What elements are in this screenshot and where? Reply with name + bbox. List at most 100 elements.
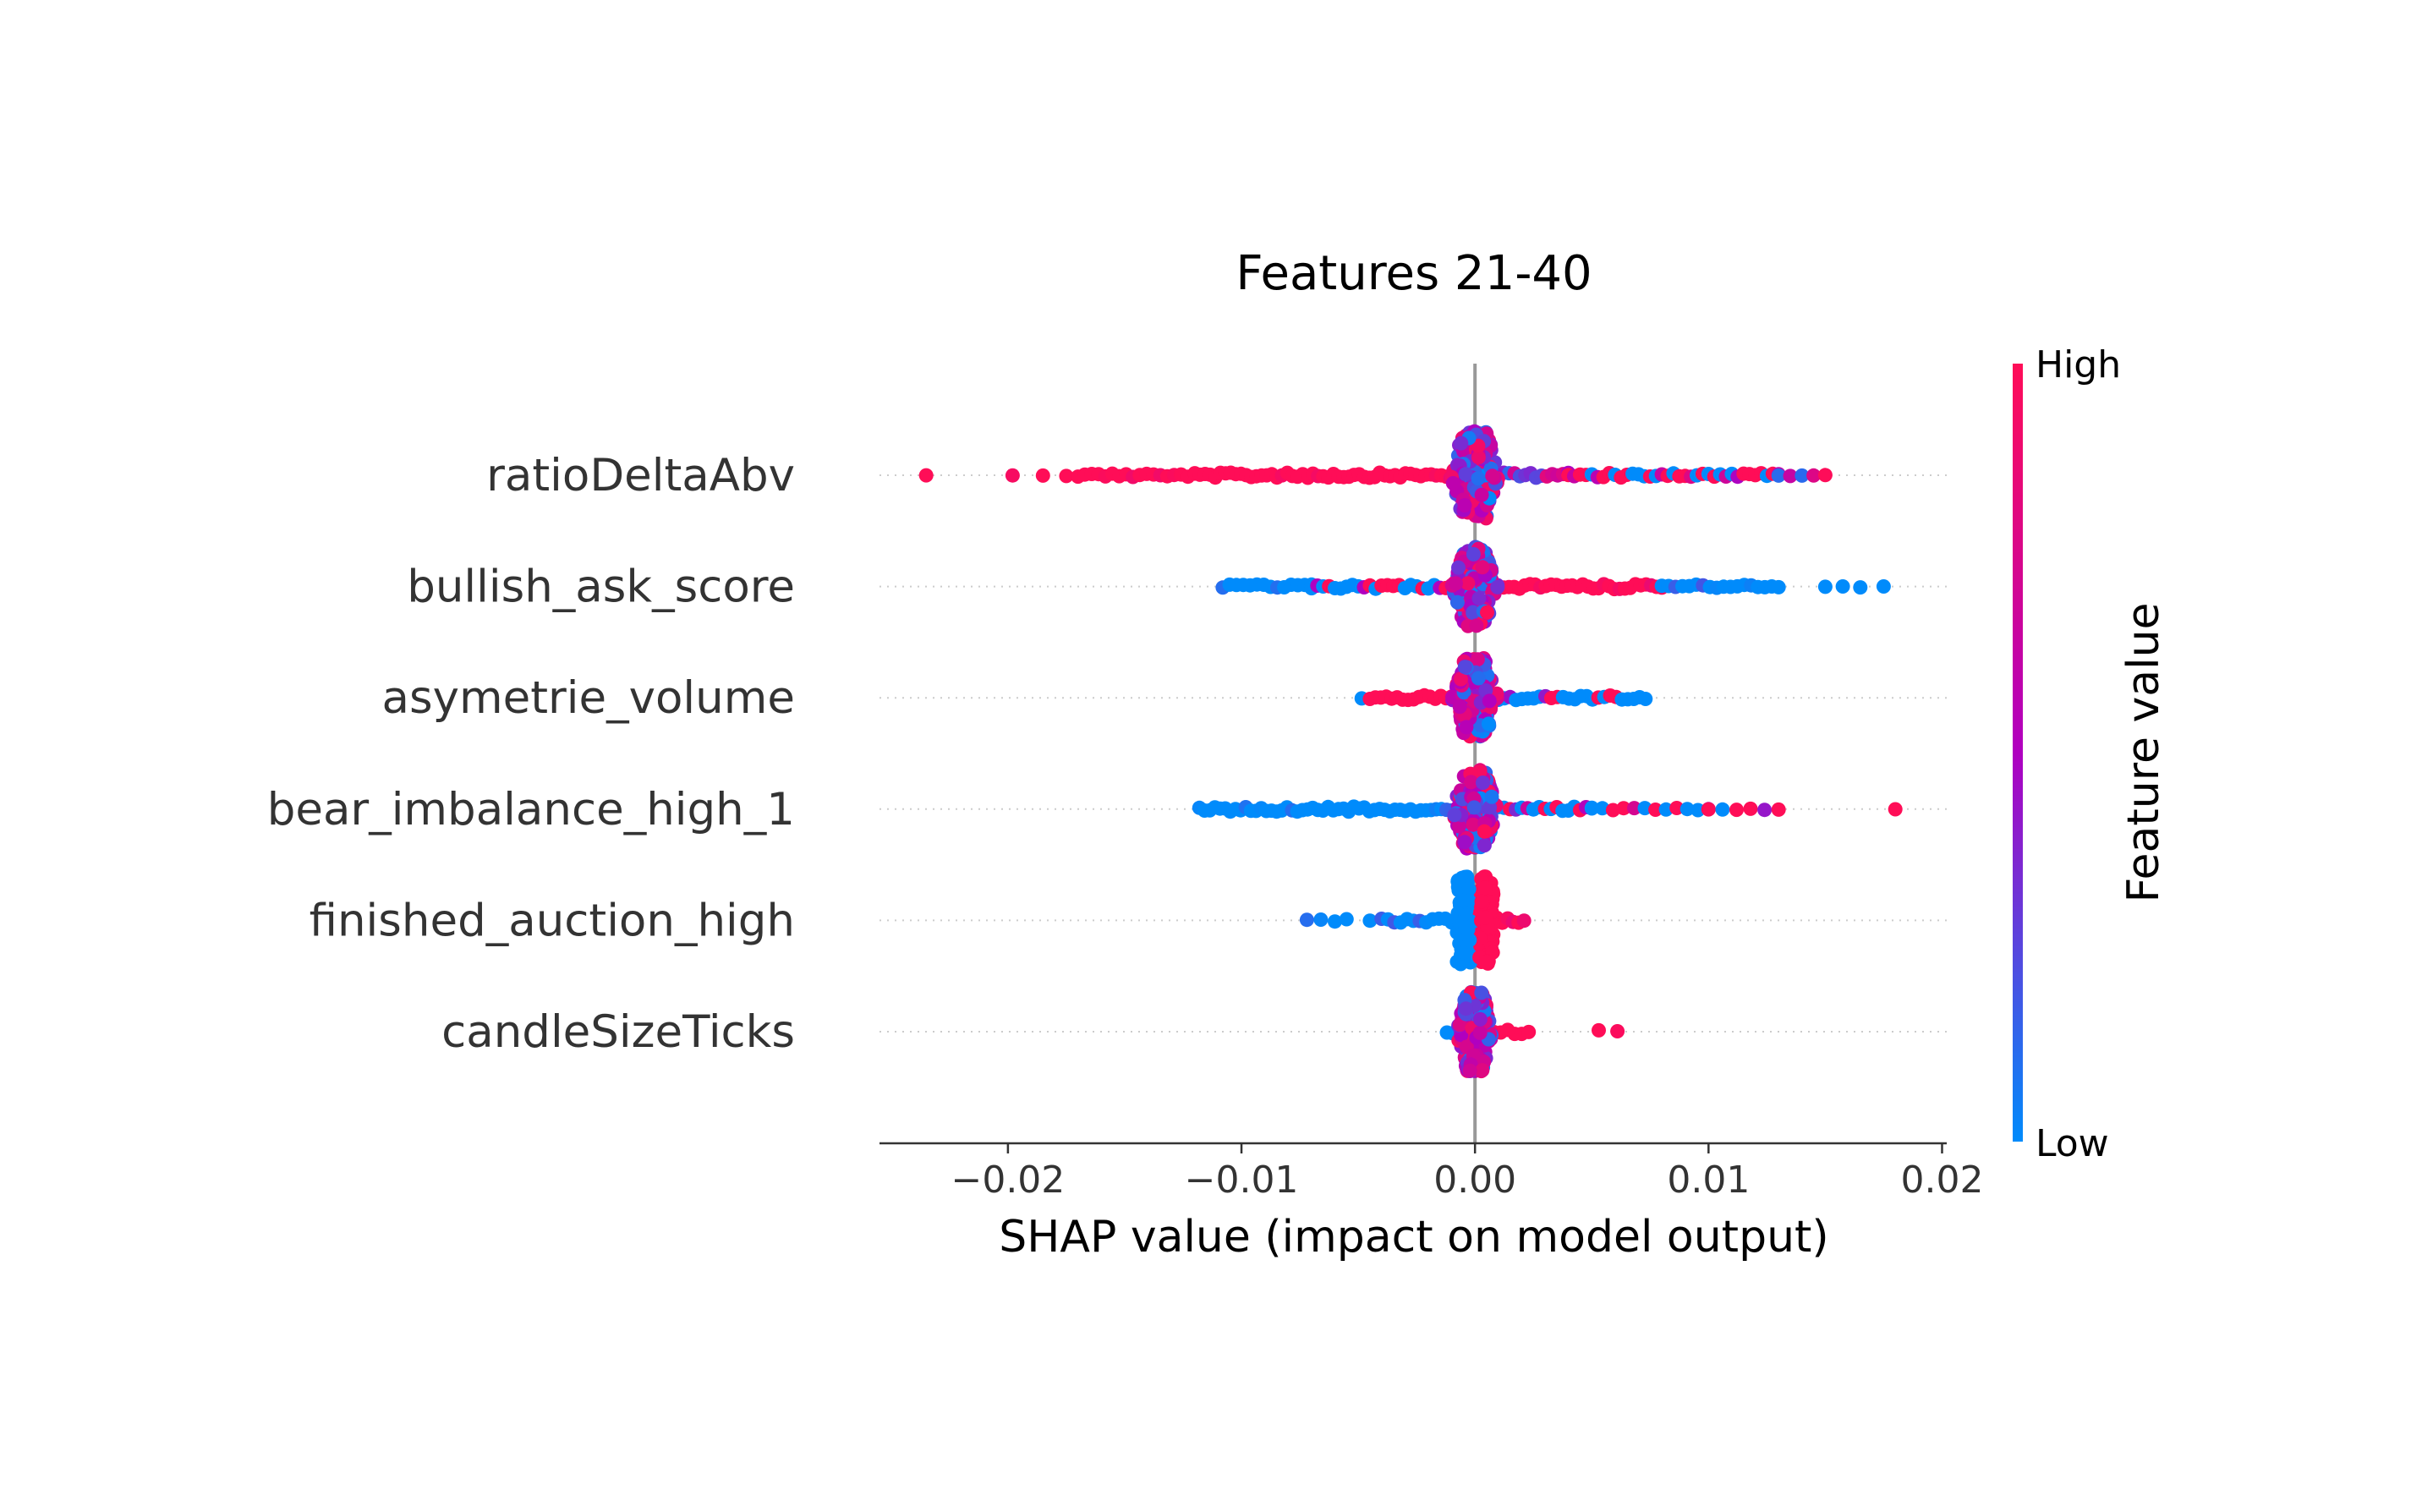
- shap-dot: [1313, 912, 1329, 927]
- feature-row-ratioDeltaAbv: [918, 424, 1833, 526]
- shap-dot: [1466, 546, 1481, 562]
- shap-dot: [1690, 803, 1706, 818]
- shap-dot: [1638, 692, 1653, 706]
- shap-dot: [1459, 1001, 1473, 1016]
- shap-dot: [1449, 594, 1465, 610]
- shap-dot: [1521, 1024, 1537, 1039]
- shap-dot: [1771, 468, 1786, 483]
- shap-dot: [1471, 671, 1486, 686]
- shap-dot: [1445, 476, 1460, 490]
- shap-dot: [1743, 801, 1758, 816]
- shap-dot: [1451, 560, 1466, 575]
- shap-dot: [1472, 1025, 1488, 1040]
- shap-dot: [1455, 893, 1471, 908]
- shap-dot: [1458, 467, 1473, 482]
- x-tick-label: 0.01: [1667, 1159, 1750, 1202]
- shap-dot: [1484, 789, 1499, 804]
- shap-dot: [1466, 605, 1481, 620]
- shap-dot: [1477, 880, 1493, 896]
- shap-dot: [1466, 800, 1482, 815]
- shap-dot: [1470, 652, 1485, 667]
- shap-dot: [1729, 803, 1744, 818]
- shap-dot: [1679, 802, 1695, 817]
- shap-dot: [1658, 802, 1674, 817]
- shap-dot: [1035, 468, 1050, 483]
- shap-dot: [1461, 881, 1477, 896]
- shap-dot: [1478, 910, 1493, 925]
- shap-dot: [1648, 803, 1663, 817]
- shap-dot: [1480, 605, 1494, 620]
- colorbar-title: Feature value: [2118, 602, 2169, 902]
- shap-dot: [1477, 824, 1492, 839]
- x-tick-label: −0.01: [1185, 1159, 1299, 1202]
- shap-dot: [1806, 468, 1822, 483]
- shap-dot: [1059, 468, 1074, 484]
- shap-dot: [1299, 912, 1314, 928]
- shap-dot: [1339, 912, 1354, 927]
- feature-label-0: ratioDeltaAbv: [486, 450, 795, 501]
- feature-row-bullish_ask_score: [1215, 540, 1891, 633]
- shap-dot: [1595, 801, 1610, 816]
- shap-dot: [1462, 1063, 1477, 1078]
- colorbar-low-label: Low: [2036, 1122, 2109, 1165]
- shap-dot: [1479, 954, 1494, 969]
- shap-dot: [1482, 693, 1497, 709]
- shap-dot: [1328, 914, 1342, 929]
- shap-dot: [1637, 801, 1652, 816]
- shap-dot: [1472, 1011, 1488, 1027]
- shap-dot: [1466, 817, 1481, 832]
- shap-dot: [1627, 801, 1641, 816]
- shap-dot: [1771, 579, 1786, 594]
- shap-dot: [1584, 801, 1599, 816]
- x-axis-ticks: −0.02 −0.01 0.00 0.01 0.02: [951, 1143, 1983, 1202]
- feature-row-bear_imbalance_high_1: [1192, 763, 1903, 856]
- shap-dot: [1456, 945, 1471, 960]
- shap-dot: [1853, 580, 1868, 595]
- shap-dot: [1471, 591, 1487, 606]
- shap-dot: [1592, 1022, 1606, 1038]
- shap-dot: [1005, 468, 1020, 483]
- feature-label-5: candleSizeTicks: [441, 1006, 795, 1058]
- shap-dot: [1452, 1017, 1467, 1033]
- shap-dot: [1481, 716, 1496, 731]
- shap-dot: [1449, 576, 1463, 591]
- shap-dot: [1835, 579, 1850, 594]
- shap-dot: [1616, 801, 1631, 816]
- shap-dot: [1610, 1024, 1625, 1038]
- shap-dot: [1669, 801, 1685, 815]
- shap-dot: [1457, 660, 1472, 675]
- shap-dot: [1476, 775, 1490, 791]
- shap-dot: [1475, 560, 1490, 575]
- shap-dot: [1452, 699, 1467, 715]
- shap-dot: [1888, 802, 1903, 817]
- shap-dot: [1474, 487, 1489, 502]
- shap-dot: [1490, 579, 1505, 594]
- colorbar-high-label: High: [2036, 343, 2121, 386]
- shap-dot: [1757, 803, 1773, 818]
- shap-dot: [1469, 618, 1484, 633]
- shap-dot: [1464, 775, 1478, 790]
- shap-dot: [1783, 468, 1798, 484]
- shap-dot: [1516, 913, 1532, 929]
- shap-dot: [1451, 819, 1466, 834]
- feature-label-2: asymetrie_volume: [382, 672, 795, 724]
- shap-dot: [1817, 468, 1833, 483]
- shap-dot: [1460, 576, 1476, 591]
- shap-dot: [918, 468, 934, 483]
- feature-labels: ratioDeltaAbv bullish_ask_score asymetrie_…: [267, 450, 795, 1058]
- shap-dots: [918, 424, 1903, 1079]
- feature-label-4: finished_auction_high: [310, 895, 795, 946]
- shap-dot: [1795, 468, 1810, 483]
- feature-label-3: bear_imbalance_high_1: [267, 784, 795, 835]
- shap-dot: [1474, 985, 1489, 1000]
- shap-dot: [1459, 720, 1474, 735]
- shap-dot: [1471, 471, 1486, 486]
- x-tick-label: −0.02: [951, 1159, 1065, 1202]
- shap-dot: [1475, 1063, 1490, 1078]
- shap-dot: [1454, 436, 1469, 451]
- x-axis-label: SHAP value (impact on model output): [999, 1212, 1828, 1263]
- shap-dot: [1462, 933, 1477, 948]
- shap-dot: [1474, 894, 1489, 909]
- colorbar: [2013, 364, 2023, 1142]
